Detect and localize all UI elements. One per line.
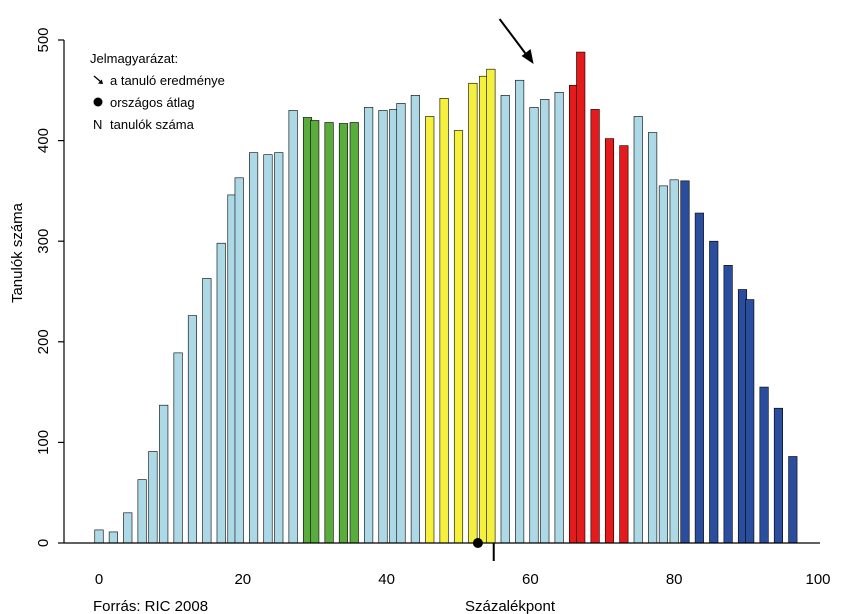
bar-51 [745, 299, 755, 544]
bar-20 [349, 122, 359, 544]
bar-32 [500, 95, 510, 544]
bar-5 [159, 404, 169, 544]
bar-2 [123, 512, 133, 544]
bar-38 [576, 51, 586, 544]
y-tick-label-500: 500 [35, 27, 52, 52]
bar-47 [694, 212, 704, 544]
legend-title: Jelmagyarázat: [90, 51, 178, 66]
bar-24 [396, 103, 406, 544]
bar-40 [604, 138, 615, 544]
y-tick-label-100: 100 [35, 430, 52, 455]
bar-41 [619, 145, 629, 544]
bar-19 [338, 123, 349, 544]
bar-7 [187, 315, 198, 544]
y-tick-label-300: 300 [35, 229, 52, 254]
bar-6 [173, 352, 183, 544]
bar-34 [529, 107, 539, 544]
bar-52 [759, 386, 769, 544]
bar-18 [324, 122, 334, 544]
x-tick-label-0: 0 [95, 571, 103, 588]
bar-25 [410, 95, 420, 544]
legend-item-student-result: a tanuló eredménye [110, 73, 225, 88]
bar-17 [310, 120, 320, 544]
bar-46 [680, 180, 690, 544]
x-tick-label-20: 20 [234, 571, 251, 588]
y-tick-label-0: 0 [35, 539, 52, 547]
x-tick-label-60: 60 [522, 571, 539, 588]
bar-14 [274, 152, 284, 544]
student-result-arrow-icon [498, 18, 534, 64]
y-tick-label-400: 400 [35, 128, 52, 153]
bar-49 [723, 265, 733, 544]
bar-11 [234, 177, 244, 544]
bar-0 [94, 529, 104, 544]
bar-36 [554, 92, 564, 544]
bar-33 [515, 79, 525, 544]
bar-21 [364, 107, 374, 544]
bar-31 [486, 68, 496, 544]
bar-26 [425, 116, 435, 544]
y-axis-label: Tanulók száma [9, 202, 26, 303]
bar-13 [263, 154, 273, 544]
legend: Jelmagyarázat: a tanuló eredménye ország… [90, 51, 225, 132]
bar-48 [709, 240, 719, 544]
bars-group [94, 51, 798, 544]
bar-43 [648, 132, 658, 544]
legend-arrow-icon [93, 75, 103, 84]
source-note: Forrás: RIC 2008 [93, 598, 208, 614]
bar-22 [378, 110, 388, 544]
bar-39 [590, 109, 600, 544]
bar-3 [137, 479, 147, 544]
bar-53 [773, 407, 784, 544]
legend-item-national-average: országos átlag [110, 95, 195, 110]
bar-8 [202, 278, 212, 544]
x-tick-label-40: 40 [378, 571, 395, 588]
bar-28 [453, 130, 464, 544]
national-average-dot [472, 538, 483, 548]
y-tick-label-200: 200 [35, 329, 52, 354]
legend-n-symbol: N [93, 117, 102, 132]
bar-12 [249, 152, 259, 544]
legend-dot-icon [93, 97, 103, 107]
bar-4 [148, 451, 158, 544]
x-tick-label-100: 100 [805, 571, 830, 588]
bar-44 [658, 185, 668, 544]
x-axis-ticks: 0 20 40 60 80 100 [95, 571, 831, 588]
legend-item-student-count: tanulók száma [110, 117, 195, 132]
bar-42 [633, 116, 643, 544]
bar-1 [108, 531, 118, 544]
x-tick-label-80: 80 [666, 571, 683, 588]
bar-15 [288, 110, 298, 544]
bar-9 [216, 242, 226, 544]
y-axis-ticks: 0 100 200 300 400 500 [35, 27, 64, 547]
bar-29 [468, 82, 478, 544]
bar-35 [540, 99, 550, 544]
bar-54 [788, 456, 798, 544]
bar-27 [439, 98, 449, 544]
bar-45 [669, 179, 679, 544]
x-axis-label: Százalékpont [465, 598, 556, 614]
